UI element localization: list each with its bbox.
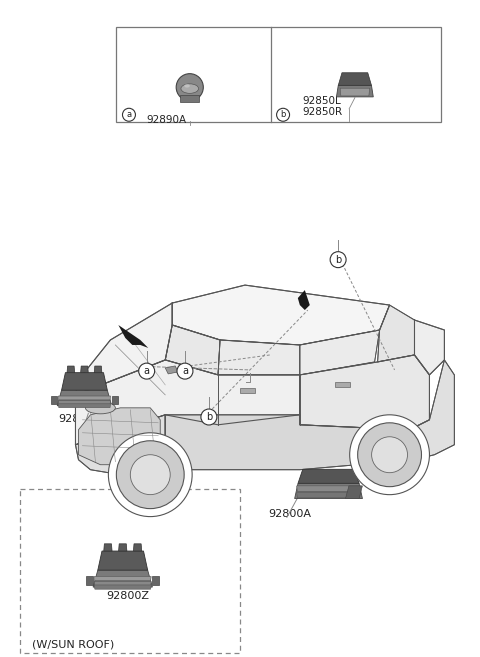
Polygon shape [336,85,373,97]
Circle shape [139,363,155,379]
Polygon shape [104,544,112,551]
Circle shape [108,433,192,516]
Bar [335,382,350,387]
Ellipse shape [181,84,199,93]
Polygon shape [67,366,75,373]
Polygon shape [338,73,372,85]
Circle shape [116,441,184,509]
Polygon shape [172,285,390,345]
Text: 92850L: 92850L [302,96,341,106]
Polygon shape [153,576,159,585]
Ellipse shape [184,84,190,87]
Polygon shape [165,325,220,375]
Bar [116,27,441,122]
Polygon shape [297,486,360,491]
Polygon shape [298,290,310,310]
Text: 92890A: 92890A [147,115,187,125]
Polygon shape [300,355,430,430]
Polygon shape [75,415,165,475]
Text: 92800A: 92800A [269,509,312,518]
Circle shape [177,363,193,379]
Bar [20,489,240,653]
Text: a: a [126,110,132,120]
Text: a: a [144,366,150,376]
Polygon shape [165,366,178,374]
Polygon shape [295,484,362,499]
Text: 92850R: 92850R [302,107,342,117]
Polygon shape [57,390,112,406]
Polygon shape [346,486,362,499]
Polygon shape [86,576,93,585]
Polygon shape [94,581,151,586]
Polygon shape [93,570,153,587]
Polygon shape [94,366,102,373]
Polygon shape [75,303,172,395]
Polygon shape [133,544,142,551]
Circle shape [372,437,408,472]
Polygon shape [297,492,360,498]
Polygon shape [61,373,108,390]
Polygon shape [58,396,110,400]
Polygon shape [218,340,300,375]
Text: a: a [182,366,188,376]
Circle shape [276,108,289,122]
Polygon shape [94,585,151,589]
Polygon shape [119,544,127,551]
Polygon shape [58,404,110,408]
Circle shape [330,252,346,267]
Polygon shape [409,360,455,460]
Circle shape [130,455,170,495]
Polygon shape [75,360,300,445]
Polygon shape [94,576,151,581]
Circle shape [350,415,430,495]
Polygon shape [298,469,359,484]
Polygon shape [340,88,370,96]
Circle shape [122,108,135,122]
Text: b: b [280,110,286,120]
Circle shape [358,423,421,487]
Polygon shape [119,325,148,348]
Polygon shape [51,396,57,404]
Polygon shape [78,408,160,464]
Ellipse shape [85,402,115,414]
Polygon shape [58,401,110,405]
Text: 92800Z: 92800Z [106,591,149,600]
Text: b: b [335,255,341,265]
Polygon shape [165,415,415,470]
Circle shape [176,74,204,101]
Text: b: b [206,412,212,422]
Text: 92800Z: 92800Z [58,413,101,424]
Polygon shape [112,396,118,404]
Text: (W/SUN ROOF): (W/SUN ROOF) [32,640,114,650]
Polygon shape [415,320,444,375]
Bar [240,388,255,393]
Polygon shape [98,551,148,570]
Bar [180,95,199,102]
Polygon shape [300,330,380,375]
Polygon shape [81,366,88,373]
Circle shape [201,409,217,425]
Polygon shape [378,305,415,362]
